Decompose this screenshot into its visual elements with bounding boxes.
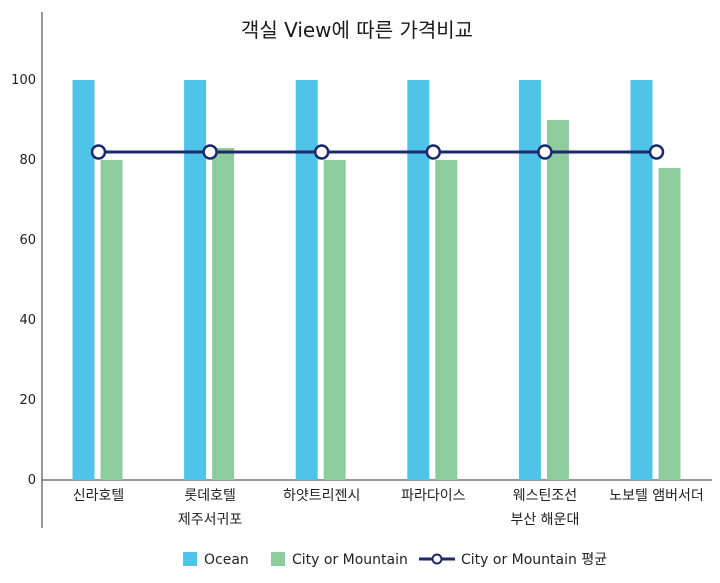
legend-marker	[431, 553, 443, 565]
category-label: 웨스틴조선	[513, 488, 577, 504]
legend-label: City or Mountain 평균	[461, 552, 607, 568]
category-label: 롯데호텔	[184, 488, 236, 504]
category-label: 부산 해운대	[510, 512, 579, 528]
bars	[72, 80, 681, 480]
ocean-bar	[407, 80, 430, 480]
y-tick-label: 100	[11, 73, 36, 88]
average-point	[648, 144, 665, 160]
average-point	[425, 144, 442, 160]
legend-swatch	[271, 552, 285, 566]
legend-label: Ocean	[204, 552, 249, 568]
city-mountain-bar	[658, 168, 681, 480]
ocean-bar	[184, 80, 207, 480]
y-tick-label: 80	[19, 153, 36, 168]
category-label: 하얏트리젠시	[283, 488, 360, 504]
ocean-bar	[518, 80, 541, 480]
legend-swatch	[183, 552, 197, 566]
city-mountain-bar	[546, 120, 569, 480]
y-tick-label: 60	[19, 233, 36, 248]
average-point	[202, 144, 218, 160]
category-label: 노보텔 앰버서더	[609, 488, 704, 504]
average-point	[537, 144, 553, 160]
ocean-bar	[72, 80, 95, 480]
city-mountain-bar	[323, 160, 346, 480]
average-point	[90, 144, 107, 160]
y-tick-label: 20	[19, 393, 36, 408]
city-mountain-bar	[100, 160, 123, 480]
y-tick-label: 0	[28, 473, 36, 488]
average-point	[313, 144, 330, 160]
y-tick-label: 40	[19, 313, 36, 328]
y-tick-labels: 0 20 40 60 80 100	[11, 73, 36, 488]
city-mountain-bar	[212, 148, 235, 480]
chart-title: 객실 View에 따른 가격비교	[241, 18, 473, 42]
ocean-bar	[295, 80, 318, 480]
legend-label: City or Mountain	[292, 552, 408, 568]
category-label: 신라호텔	[73, 488, 125, 504]
ocean-bar	[630, 80, 653, 480]
legend: Ocean City or Mountain City or Mountain 평균	[183, 552, 607, 568]
category-label: 제주서귀포	[178, 512, 243, 528]
city-mountain-bar	[435, 160, 458, 480]
average-line	[90, 144, 665, 160]
category-label: 파라다이스	[401, 488, 466, 504]
